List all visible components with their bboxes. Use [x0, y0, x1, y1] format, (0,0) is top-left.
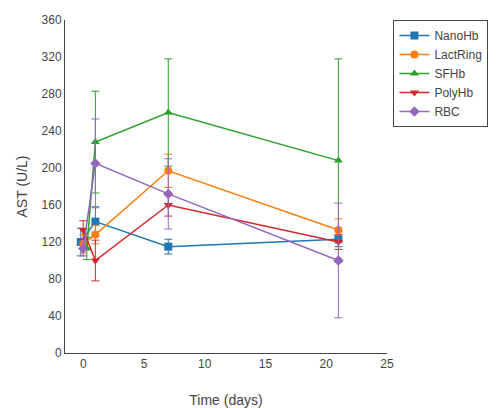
svg-text:Time (days): Time (days)	[189, 392, 262, 408]
svg-text:120: 120	[42, 235, 62, 249]
svg-text:280: 280	[42, 87, 62, 101]
svg-text:20: 20	[320, 357, 334, 371]
svg-text:320: 320	[42, 50, 62, 64]
svg-text:RBC: RBC	[434, 105, 460, 119]
svg-text:10: 10	[198, 357, 212, 371]
svg-text:AST (U/L): AST (U/L)	[14, 156, 30, 218]
svg-text:80: 80	[48, 272, 62, 286]
svg-text:0: 0	[80, 357, 87, 371]
svg-text:160: 160	[42, 198, 62, 212]
svg-text:NanoHb: NanoHb	[434, 29, 478, 43]
svg-text:5: 5	[141, 357, 148, 371]
svg-text:15: 15	[259, 357, 273, 371]
svg-text:25: 25	[380, 357, 394, 371]
svg-text:0: 0	[55, 346, 62, 360]
svg-text:LactRing: LactRing	[434, 48, 481, 62]
svg-text:SFHb: SFHb	[434, 67, 465, 81]
svg-text:PolyHb: PolyHb	[434, 86, 473, 100]
svg-text:40: 40	[48, 309, 62, 323]
svg-text:360: 360	[42, 13, 62, 27]
svg-text:200: 200	[42, 161, 62, 175]
svg-text:240: 240	[42, 124, 62, 138]
